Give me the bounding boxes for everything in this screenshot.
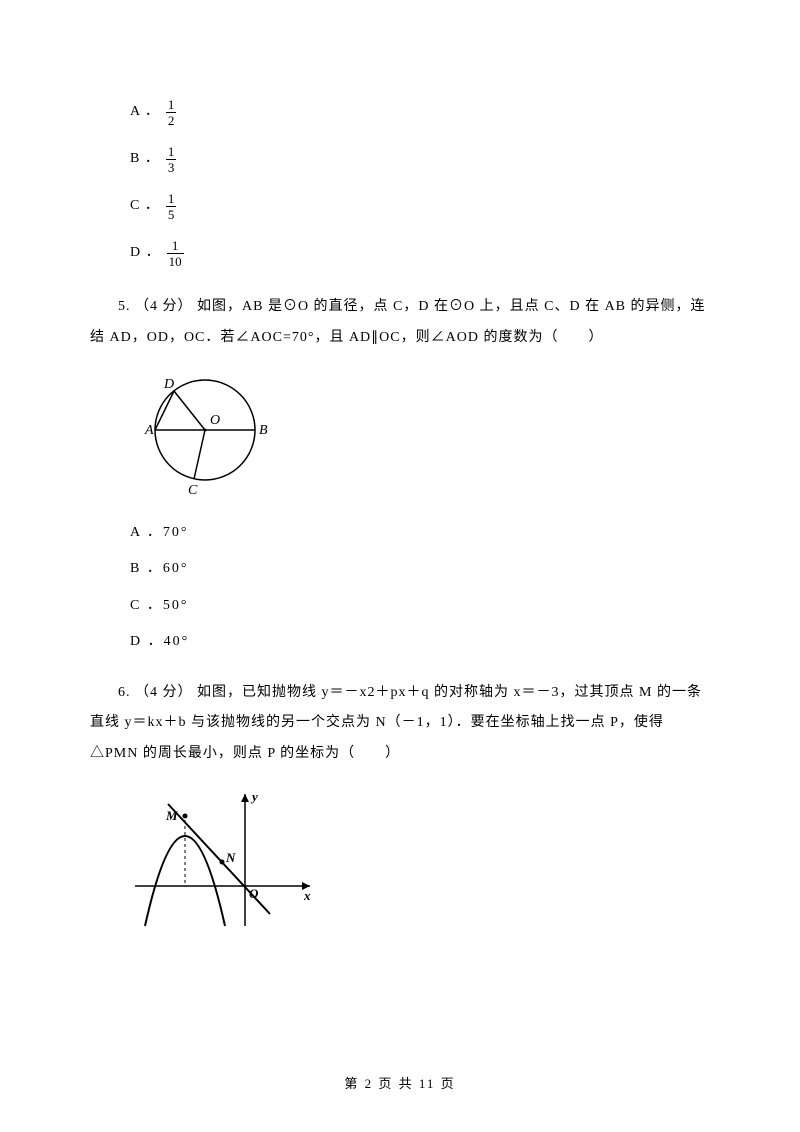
point-label-a: A [144,423,154,438]
page-footer: 第 2 页 共 11 页 [0,1073,800,1092]
q4-option-a: A ． 1 2 [130,98,710,127]
q5-option-c: C ．50° [130,595,710,617]
q4-option-c: C ． 1 5 [130,192,710,221]
point-label-m: M [165,808,178,823]
point-label-d: D [163,377,174,392]
point-label-c: C [188,483,198,498]
y-arrow-icon [241,794,249,802]
point-label-o: O [210,413,220,428]
x-label: x [303,888,311,903]
fraction: 1 3 [166,145,177,174]
option-label: A ． [130,101,160,123]
q5-figure: A B O D C [130,370,710,508]
fraction: 1 2 [166,98,177,127]
point-label-b: B [259,423,268,438]
q4-option-b: B ． 1 3 [130,145,710,174]
page-content: A ． 1 2 B ． 1 3 C ． 1 5 D ． 1 10 5. （4 分… [0,0,800,994]
y-label: y [250,789,258,804]
question-6-text: 6. （4 分） 如图，已知抛物线 y＝－x2＋px＋q 的对称轴为 x＝－3，… [90,678,710,770]
q5-option-a: A ．70° [130,522,710,544]
question-5-text: 5. （4 分） 如图，AB 是⊙O 的直径，点 C，D 在⊙O 上，且点 C、… [90,292,710,354]
option-label: C ． [130,195,160,217]
q5-option-b: B ．60° [130,558,710,580]
option-label: B ． [130,148,160,170]
parabola-diagram: M N O x y [130,786,320,936]
option-label: D ． [130,242,161,264]
q5-option-d: D ．40° [130,631,710,653]
fraction: 1 10 [167,239,184,268]
fraction: 1 5 [166,192,177,221]
point-label-n: N [225,850,236,865]
q4-option-d: D ． 1 10 [130,239,710,268]
origin-label: O [249,886,259,901]
circle-diagram: A B O D C [130,370,280,500]
q6-figure: M N O x y [130,786,710,944]
